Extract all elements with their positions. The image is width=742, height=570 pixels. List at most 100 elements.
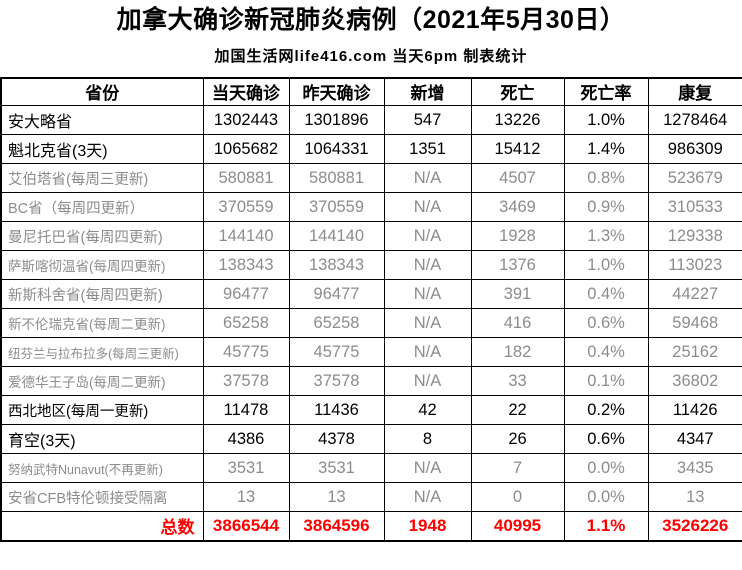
table-header-row: 省份 当天确诊 昨天确诊 新增 死亡 死亡率 康复: [0, 77, 742, 106]
table-row: 育空(3天) 4386 4378 8 26 0.6% 4347: [0, 424, 742, 454]
page-subtitle: 加国生活网life416.com 当天6pm 制表统计: [214, 47, 528, 65]
value-cell: 1351: [383, 134, 472, 164]
total-yesterday-confirmed: 3864596: [288, 511, 385, 541]
province-cell: 西北地区(每周一更新): [0, 395, 204, 425]
province-cell: 魁北克省(3天): [0, 134, 204, 164]
province-cell: 萨斯喀彻温省(每周四更新): [0, 250, 204, 280]
value-cell: 0.6%: [563, 308, 649, 338]
value-cell: 44227: [647, 279, 742, 309]
value-cell: 370559: [288, 192, 385, 222]
value-cell: 1.4%: [563, 134, 649, 164]
value-cell: 13226: [470, 105, 565, 135]
value-cell: 65258: [202, 308, 290, 338]
value-cell: 4507: [470, 163, 565, 193]
value-cell: N/A: [383, 221, 472, 251]
value-cell: 1065682: [202, 134, 290, 164]
table-row: 艾伯塔省(每周三更新) 580881 580881 N/A 4507 0.8% 523679: [0, 163, 742, 193]
table-row: 新斯科舍省(每周四更新) 96477 96477 N/A 391 0.4% 44227: [0, 279, 742, 309]
column-header-recovered: 康复: [647, 77, 742, 106]
province-cell: 安省CFB特伦顿接受隔离: [0, 482, 204, 512]
value-cell: 3469: [470, 192, 565, 222]
value-cell: 144140: [202, 221, 290, 251]
total-deaths: 40995: [470, 511, 565, 541]
table-row: 新不伦瑞克省(每周二更新) 65258 65258 N/A 416 0.6% 59468: [0, 308, 742, 338]
value-cell: 182: [470, 337, 565, 367]
value-cell: 3435: [647, 453, 742, 483]
province-cell: 安大略省: [0, 105, 204, 135]
column-header-deaths: 死亡: [470, 77, 565, 106]
value-cell: N/A: [383, 337, 472, 367]
value-cell: N/A: [383, 163, 472, 193]
value-cell: 59468: [647, 308, 742, 338]
value-cell: 580881: [288, 163, 385, 193]
value-cell: N/A: [383, 192, 472, 222]
province-cell: BC省（每周四更新）: [0, 192, 204, 222]
table-row: 安大略省 1302443 1301896 547 13226 1.0% 1278464: [0, 105, 742, 135]
province-cell: 努纳武特Nunavut(不再更新): [0, 453, 204, 483]
province-cell: 新斯科舍省(每周四更新): [0, 279, 204, 309]
value-cell: 33: [470, 366, 565, 396]
value-cell: 138343: [288, 250, 385, 280]
value-cell: 0.4%: [563, 279, 649, 309]
value-cell: 45775: [202, 337, 290, 367]
province-cell: 爱德华王子岛(每周二更新): [0, 366, 204, 396]
value-cell: 37578: [288, 366, 385, 396]
province-cell: 艾伯塔省(每周三更新): [0, 163, 204, 193]
table-row: 纽芬兰与拉布拉多(每周三更新) 45775 45775 N/A 182 0.4% 25162: [0, 337, 742, 367]
value-cell: 416: [470, 308, 565, 338]
value-cell: 1.3%: [563, 221, 649, 251]
table-row: 安省CFB特伦顿接受隔离 13 13 N/A 0 0.0% 13: [0, 482, 742, 512]
value-cell: 13: [202, 482, 290, 512]
value-cell: 0.1%: [563, 366, 649, 396]
value-cell: 96477: [288, 279, 385, 309]
table-body: 安大略省 1302443 1301896 547 13226 1.0% 1278464 魁北克…: [0, 105, 742, 512]
table-row: 曼尼托巴省(每周四更新) 144140 144140 N/A 1928 1.3% 12933…: [0, 221, 742, 251]
value-cell: N/A: [383, 453, 472, 483]
table-row: 努纳武特Nunavut(不再更新) 3531 3531 N/A 7 0.0% 3435: [0, 453, 742, 483]
value-cell: 11426: [647, 395, 742, 425]
total-label: 总数: [0, 511, 204, 541]
column-header-yesterday-confirmed: 昨天确诊: [288, 77, 385, 106]
column-header-death-rate: 死亡率: [563, 77, 649, 106]
value-cell: 8: [383, 424, 472, 454]
total-today-confirmed: 3866544: [202, 511, 290, 541]
total-death-rate: 1.1%: [563, 511, 649, 541]
province-cell: 育空(3天): [0, 424, 204, 454]
value-cell: 523679: [647, 163, 742, 193]
column-header-new-cases: 新增: [383, 77, 472, 106]
value-cell: 0.8%: [563, 163, 649, 193]
table-row: 萨斯喀彻温省(每周四更新) 138343 138343 N/A 1376 1.0% 1130…: [0, 250, 742, 280]
value-cell: 138343: [202, 250, 290, 280]
value-cell: N/A: [383, 250, 472, 280]
value-cell: 1376: [470, 250, 565, 280]
value-cell: 15412: [470, 134, 565, 164]
value-cell: 0.4%: [563, 337, 649, 367]
value-cell: 3531: [202, 453, 290, 483]
value-cell: 391: [470, 279, 565, 309]
total-new-cases: 1948: [383, 511, 472, 541]
value-cell: 1302443: [202, 105, 290, 135]
value-cell: 547: [383, 105, 472, 135]
value-cell: 22: [470, 395, 565, 425]
province-cell: 纽芬兰与拉布拉多(每周三更新): [0, 337, 204, 367]
table-row: BC省（每周四更新） 370559 370559 N/A 3469 0.9% 310533: [0, 192, 742, 222]
value-cell: 25162: [647, 337, 742, 367]
value-cell: 11478: [202, 395, 290, 425]
value-cell: 0.0%: [563, 482, 649, 512]
value-cell: 1928: [470, 221, 565, 251]
value-cell: 4347: [647, 424, 742, 454]
value-cell: 1.0%: [563, 250, 649, 280]
value-cell: 36802: [647, 366, 742, 396]
province-cell: 新不伦瑞克省(每周二更新): [0, 308, 204, 338]
value-cell: 0.9%: [563, 192, 649, 222]
value-cell: N/A: [383, 308, 472, 338]
total-row: 总数 3866544 3864596 1948 40995 1.1% 35262…: [0, 511, 742, 541]
value-cell: 4378: [288, 424, 385, 454]
value-cell: N/A: [383, 279, 472, 309]
value-cell: 0.2%: [563, 395, 649, 425]
value-cell: N/A: [383, 366, 472, 396]
value-cell: 26: [470, 424, 565, 454]
value-cell: 986309: [647, 134, 742, 164]
value-cell: 1278464: [647, 105, 742, 135]
